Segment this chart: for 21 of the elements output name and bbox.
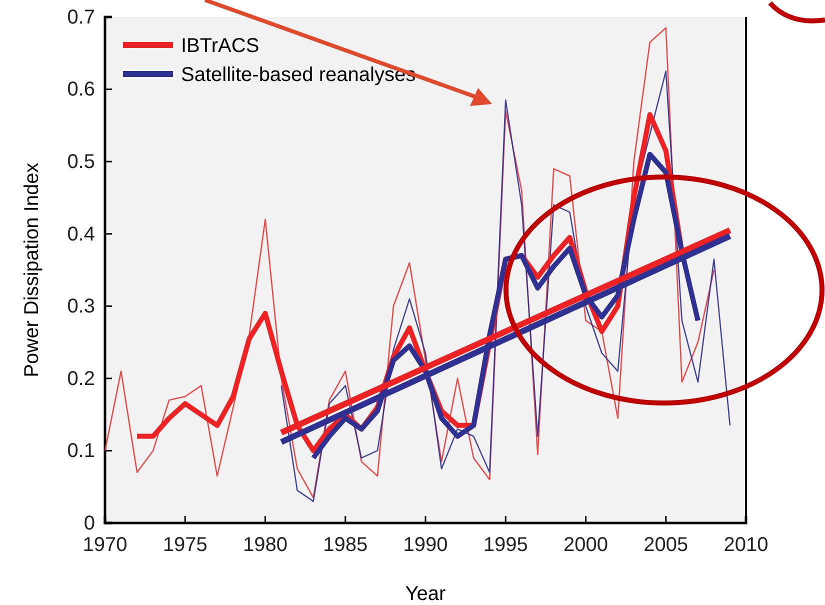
x-tick-label: 1990 bbox=[403, 534, 448, 556]
x-tick-label: 1970 bbox=[82, 534, 128, 556]
x-tick-label: 1985 bbox=[323, 534, 368, 556]
y-axis-title: Power Dissipation Index bbox=[21, 162, 43, 378]
y-tick-label: 0.7 bbox=[67, 6, 95, 28]
y-tick-label: 0.6 bbox=[67, 78, 95, 101]
y-tick-label: 0 bbox=[84, 512, 95, 534]
x-tick-label: 2010 bbox=[724, 534, 768, 556]
y-tick-label: 0.2 bbox=[67, 368, 95, 390]
y-tick-label: 0.3 bbox=[67, 296, 95, 318]
x-tick-label: 2000 bbox=[564, 534, 608, 556]
y-tick-label: 0.4 bbox=[67, 223, 95, 246]
legend-label: Satellite-based reanalyses bbox=[181, 64, 416, 86]
x-tick-label: 2005 bbox=[644, 534, 688, 556]
x-tick-label: 1975 bbox=[162, 534, 208, 556]
x-tick-label: 1995 bbox=[483, 534, 528, 556]
x-tick-label: 1980 bbox=[243, 534, 288, 556]
y-tick-label: 0.1 bbox=[67, 440, 95, 462]
x-axis-title: Year bbox=[405, 583, 446, 605]
y-tick-label: 0.5 bbox=[67, 150, 95, 173]
legend-label: IBTrACS bbox=[181, 35, 260, 57]
